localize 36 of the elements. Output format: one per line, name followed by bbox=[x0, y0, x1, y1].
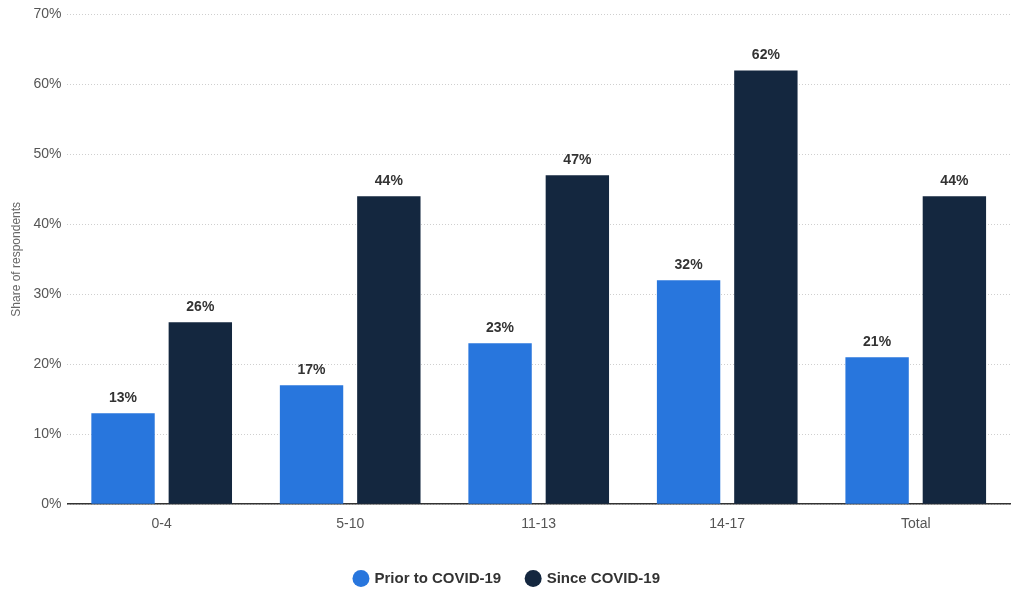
x-tick-label: Total bbox=[900, 515, 931, 532]
data-label: 32% bbox=[674, 256, 704, 273]
data-label: 44% bbox=[374, 172, 404, 189]
data-label: 62% bbox=[751, 46, 781, 63]
y-tick-label: 40% bbox=[33, 215, 62, 232]
y-tick-label: 70% bbox=[33, 5, 62, 22]
data-label: 26% bbox=[186, 298, 215, 315]
bar bbox=[545, 175, 610, 504]
x-tick-label: 14-17 bbox=[709, 515, 746, 532]
data-label: 17% bbox=[297, 361, 327, 378]
bar bbox=[357, 196, 421, 504]
y-tick-label: 0% bbox=[41, 495, 62, 512]
bar bbox=[91, 413, 155, 504]
bar bbox=[168, 322, 233, 504]
data-label: 21% bbox=[863, 333, 892, 350]
x-tick-label: 0-4 bbox=[151, 515, 173, 532]
y-axis-title: Share of respondents bbox=[8, 201, 23, 317]
y-tick-label: 30% bbox=[33, 285, 62, 302]
bar bbox=[656, 280, 721, 504]
bar bbox=[468, 343, 532, 504]
y-tick-label: 50% bbox=[33, 145, 62, 162]
x-tick-label: 11-13 bbox=[521, 515, 557, 532]
x-tick-label: 5-10 bbox=[336, 515, 365, 532]
y-tick-label: 20% bbox=[33, 355, 62, 372]
y-tick-label: 60% bbox=[33, 75, 62, 92]
data-label: 44% bbox=[940, 172, 969, 189]
bar bbox=[734, 70, 798, 504]
bar bbox=[922, 196, 987, 504]
legend-label: Prior to COVID-19 bbox=[374, 568, 502, 586]
bar bbox=[845, 357, 909, 504]
y-tick-label: 10% bbox=[33, 425, 62, 442]
bar bbox=[279, 385, 344, 504]
data-label: 47% bbox=[563, 151, 592, 168]
data-label: 13% bbox=[109, 389, 138, 406]
data-label: 23% bbox=[486, 319, 515, 336]
legend-label: Since COVID-19 bbox=[546, 568, 661, 586]
